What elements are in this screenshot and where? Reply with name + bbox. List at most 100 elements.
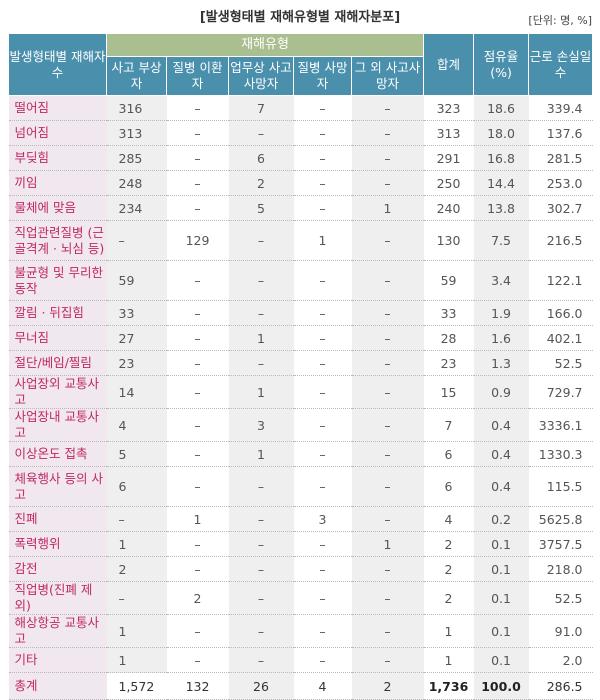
cell-c1: – — [106, 220, 167, 261]
cell-c3: 3 — [228, 408, 294, 442]
cell-total: 323 — [423, 95, 474, 121]
cell-days: 52.5 — [528, 350, 593, 376]
cell-c4: – — [293, 325, 352, 351]
cell-c4: – — [293, 170, 352, 196]
header-type-1: 사고 부상자 — [106, 56, 167, 96]
cell-c2: – — [166, 325, 229, 351]
cell-c1: 1,572 — [106, 672, 167, 700]
cell-days: 302.7 — [528, 195, 593, 221]
table-body: 떨어짐 316–7– –323 18.6 339.4 넘어짐 313– – – –313 18.0 1… — [8, 95, 593, 700]
cell-c3: – — [228, 120, 294, 146]
cell-total: 59 — [423, 260, 474, 301]
cell-days: 218.0 — [528, 556, 593, 582]
cell-share: 0.4 — [473, 441, 529, 467]
cell-c5: – — [351, 441, 424, 467]
table-row: 해상항공 교통사고 1– – – –1 0.1 91.0 — [8, 614, 593, 648]
table-row: 감전 2– – – –2 0.1 218.0 — [8, 556, 593, 582]
cell-c2: 132 — [166, 672, 229, 700]
cell-c2: – — [166, 145, 229, 171]
cell-c5: – — [351, 581, 424, 615]
cell-days: 253.0 — [528, 170, 593, 196]
cell-share: 0.1 — [473, 647, 529, 673]
cell-c5: – — [351, 350, 424, 376]
cell-c4: – — [293, 647, 352, 673]
row-label: 체육행사 등의 사고 — [8, 466, 107, 507]
cell-share: 16.8 — [473, 145, 529, 171]
cell-c2: – — [166, 647, 229, 673]
table-row: 사업장외 교통사고 14–1– –15 0.9 729.7 — [8, 375, 593, 409]
cell-c2: – — [166, 466, 229, 507]
cell-c3: 1 — [228, 441, 294, 467]
cell-c5: – — [351, 325, 424, 351]
header-share: 점유율 (%) — [473, 33, 530, 96]
table-total-row: 총계 1,572 132 26 4 2 1,736 100.0 286.5 — [8, 672, 593, 700]
cell-c1: 234 — [106, 195, 167, 221]
cell-share: 18.6 — [473, 95, 529, 121]
cell-c3: – — [228, 466, 294, 507]
cell-share: 0.1 — [473, 556, 529, 582]
cell-share: 0.1 — [473, 581, 529, 615]
table-row: 떨어짐 316–7– –323 18.6 339.4 — [8, 95, 593, 121]
row-label: 직업병(진폐 제외) — [8, 581, 107, 615]
cell-c5: – — [351, 145, 424, 171]
cell-total: 240 — [423, 195, 474, 221]
cell-c1: 33 — [106, 300, 167, 326]
table-row: 무너짐 27–1– –28 1.6 402.1 — [8, 325, 593, 351]
cell-c3: – — [228, 260, 294, 301]
header-type-5: 그 외 사고사망자 — [350, 56, 425, 96]
row-label: 부딪힘 — [8, 145, 107, 171]
cell-c4: – — [293, 614, 352, 648]
cell-c3: – — [228, 581, 294, 615]
header-row-head: 발생형태별 재해자수 — [8, 33, 107, 96]
cell-c2: 2 — [166, 581, 229, 615]
cell-total: 1 — [423, 647, 474, 673]
cell-total: 2 — [423, 531, 474, 557]
row-label: 무너짐 — [8, 325, 107, 351]
cell-c4: 1 — [293, 220, 352, 261]
cell-c2: – — [166, 408, 229, 442]
cell-c2: 1 — [166, 506, 229, 532]
injury-distribution-table: 발생형태별 재해자수 재해유형 합계 점유율 (%) 근로 손실일수 사고 부상… — [8, 33, 594, 700]
cell-total: 291 — [423, 145, 474, 171]
row-label: 넘어짐 — [8, 120, 107, 146]
cell-c3: – — [228, 220, 294, 261]
cell-c4: – — [293, 350, 352, 376]
row-label: 끼임 — [8, 170, 107, 196]
cell-days: 137.6 — [528, 120, 593, 146]
cell-c2: – — [166, 195, 229, 221]
cell-share: 0.1 — [473, 614, 529, 648]
cell-days: 166.0 — [528, 300, 593, 326]
cell-c4: 4 — [293, 672, 352, 700]
unit-note: [단위: 명, %] — [528, 14, 592, 27]
cell-share: 7.5 — [473, 220, 529, 261]
cell-c1: 2 — [106, 556, 167, 582]
cell-c2: – — [166, 531, 229, 557]
cell-c3: – — [228, 556, 294, 582]
cell-c2: – — [166, 556, 229, 582]
cell-c4: – — [293, 120, 352, 146]
header-type-4: 질병 사망자 — [293, 56, 352, 96]
cell-c3: – — [228, 614, 294, 648]
row-label: 직업관련질병 (근골격계 · 뇌심 등) — [8, 220, 107, 261]
cell-days: 2.0 — [528, 647, 593, 673]
cell-c1: 1 — [106, 531, 167, 557]
cell-c4: – — [293, 466, 352, 507]
cell-c4: – — [293, 195, 352, 221]
cell-c2: – — [166, 350, 229, 376]
cell-c3: – — [228, 350, 294, 376]
cell-total: 6 — [423, 466, 474, 507]
cell-share: 18.0 — [473, 120, 529, 146]
table-row: 물체에 맞음 234–5–1 240 13.8 302.7 — [8, 195, 593, 221]
cell-share: 0.1 — [473, 531, 529, 557]
cell-c5: – — [351, 220, 424, 261]
cell-c3: – — [228, 506, 294, 532]
cell-total: 250 — [423, 170, 474, 196]
cell-c2: – — [166, 260, 229, 301]
cell-share: 0.4 — [473, 408, 529, 442]
cell-days: 3757.5 — [528, 531, 593, 557]
cell-c3: 7 — [228, 95, 294, 121]
cell-c4: 3 — [293, 506, 352, 532]
cell-c4: – — [293, 260, 352, 301]
cell-total: 23 — [423, 350, 474, 376]
cell-total: 1,736 — [423, 672, 474, 700]
